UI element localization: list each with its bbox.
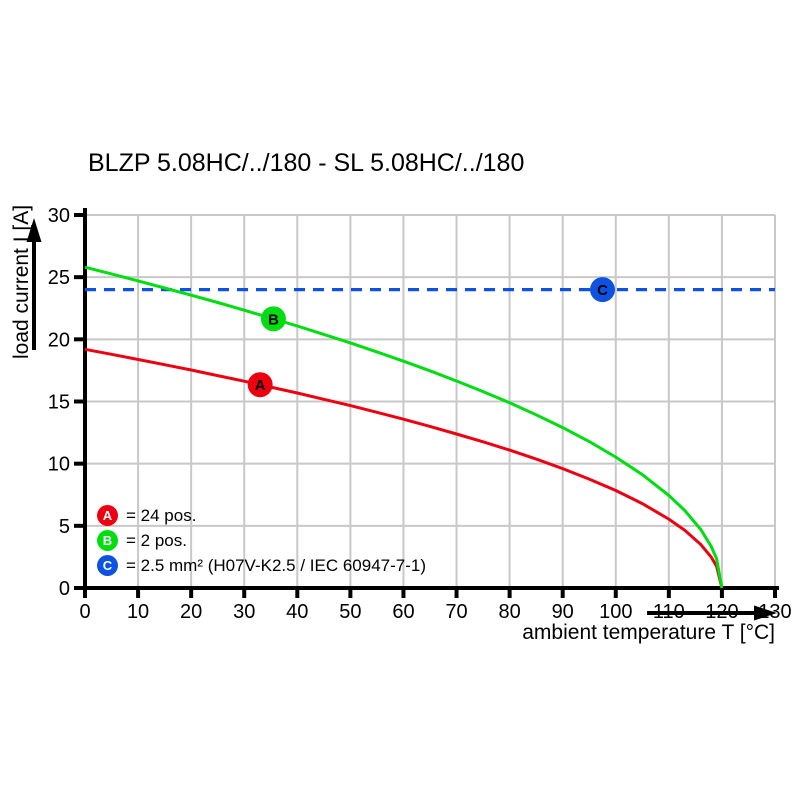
y-tick-label: 10: [48, 454, 70, 476]
legend-item-c: C = 2.5 mm² (H07V-K2.5 / IEC 60947-7-1): [97, 553, 426, 578]
svg-text:A: A: [255, 377, 266, 394]
x-axis-ticks: 0102030405060708090100110120130: [79, 588, 792, 623]
gridlines: [85, 214, 776, 588]
x-tick-label: 30: [233, 601, 255, 623]
y-axis-label: load current I [A]: [10, 204, 33, 359]
x-tick-label: 60: [392, 601, 414, 623]
x-tick-label: 130: [758, 601, 791, 623]
x-tick-label: 0: [79, 601, 90, 623]
curve-a: [84, 347, 724, 589]
legend-item-label: = 2.5 mm² (H07V-K2.5 / IEC 60947-7-1): [126, 556, 426, 575]
x-tick-label: 90: [552, 601, 574, 623]
legend-item-label: = 24 pos.: [126, 506, 197, 525]
x-axis-label: ambient temperature T [°C]: [522, 621, 775, 644]
y-tick-label: 0: [59, 578, 70, 600]
x-tick-label: 80: [498, 601, 520, 623]
x-tick-label: 10: [127, 601, 149, 623]
y-tick-label: 20: [48, 329, 70, 351]
y-tick-label: 5: [59, 516, 70, 538]
legend-marker-a-icon: A: [97, 505, 118, 526]
x-tick-label: 70: [445, 601, 467, 623]
y-tick-label: 30: [48, 205, 70, 227]
x-tick-label: 20: [180, 601, 202, 623]
chart-legend: A = 24 pos. B = 2 pos. C = 2.5 mm² (H07V-K2.5…: [97, 503, 426, 578]
legend-item-label: = 2 pos.: [126, 531, 187, 550]
y-tick-label: 15: [48, 392, 70, 414]
marker-b-icon: B: [260, 306, 286, 332]
marker-c-icon: C: [590, 277, 615, 303]
x-axis-arrow-icon: [647, 605, 777, 621]
x-tick-label: 40: [286, 601, 308, 623]
y-axis-arrow-icon: [26, 218, 42, 350]
x-tick-label: 50: [339, 601, 361, 623]
legend-marker-b-icon: B: [97, 530, 118, 551]
chart-title: BLZP 5.08HC/../180 - SL 5.08HC/../180: [88, 149, 525, 177]
legend-marker-c-icon: C: [97, 555, 118, 576]
svg-text:C: C: [597, 282, 608, 299]
legend-item-a: A = 24 pos.: [97, 503, 426, 528]
y-axis-ticks: 0 5 10 15 20 25 30: [48, 205, 85, 600]
x-tick-label: 100: [599, 601, 632, 623]
curve-b: [84, 265, 724, 589]
svg-text:B: B: [268, 311, 279, 328]
marker-a-icon: A: [247, 372, 273, 398]
y-tick-label: 25: [48, 267, 70, 289]
legend-item-b: B = 2 pos.: [97, 528, 426, 553]
